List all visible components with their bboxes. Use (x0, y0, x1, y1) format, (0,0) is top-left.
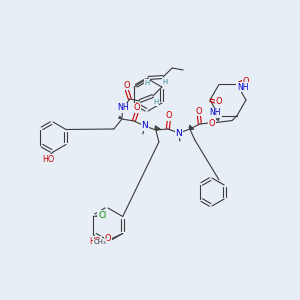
Text: Cl: Cl (98, 211, 106, 220)
Text: O: O (166, 112, 172, 121)
Text: O: O (134, 103, 140, 112)
Polygon shape (118, 115, 122, 119)
Text: N: N (142, 122, 148, 130)
Text: HO: HO (42, 154, 54, 164)
Text: NH: NH (237, 83, 248, 92)
Text: O: O (104, 234, 111, 243)
Text: O: O (216, 98, 222, 106)
Text: N: N (176, 128, 182, 137)
Text: H: H (153, 99, 158, 105)
Text: H: H (145, 80, 150, 86)
Text: H: H (163, 79, 168, 85)
Text: H: H (135, 104, 140, 110)
Text: CH₃: CH₃ (93, 239, 106, 245)
Text: NH: NH (210, 108, 221, 117)
Text: O: O (208, 118, 215, 127)
Text: O: O (196, 106, 202, 116)
Text: O: O (243, 77, 249, 86)
Text: O: O (124, 80, 130, 89)
Text: NH: NH (117, 103, 129, 112)
Text: HO: HO (89, 237, 101, 246)
